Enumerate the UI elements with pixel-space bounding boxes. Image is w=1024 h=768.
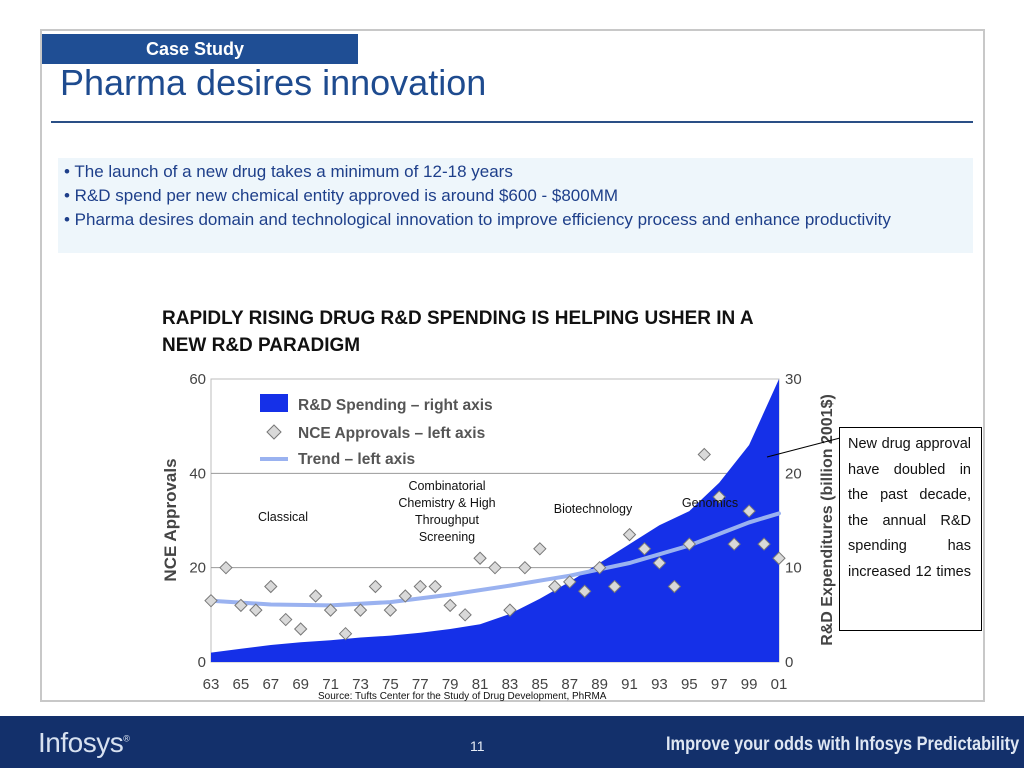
nce-approval-point [279, 612, 293, 627]
right-axis-tick-label: 10 [785, 560, 802, 577]
page-number: 11 [470, 738, 485, 754]
infosys-logo: Infosys® [38, 727, 130, 759]
legend-swatch-nce [266, 424, 282, 440]
nce-approval-point [428, 579, 442, 594]
nce-approval-point [563, 575, 577, 589]
nce-approval-point [727, 537, 741, 551]
era-label-biotechnology: Biotechnology [553, 502, 633, 516]
nce-approval-point [413, 579, 427, 594]
nce-approval-point [637, 542, 652, 556]
x-axis-tick-label: 73 [352, 676, 369, 693]
x-axis-tick-label: 85 [531, 676, 548, 693]
legend-label-trend: Trend – left axis [298, 451, 415, 468]
nce-approval-point [682, 537, 697, 551]
nce-approval-point [308, 589, 323, 603]
x-axis-tick-label: 01 [771, 676, 788, 693]
chart-title: RAPIDLY RISING DRUG R&D SPENDING IS HELP… [162, 308, 753, 356]
x-axis-tick-label: 75 [382, 676, 399, 693]
logo-registered-mark: ® [123, 733, 130, 744]
x-axis-tick-label: 71 [322, 676, 339, 693]
left-axis-tick-label: 60 [189, 371, 206, 388]
title-divider [51, 121, 973, 123]
nce-approval-point [548, 579, 562, 594]
x-axis-tick-label: 65 [233, 676, 250, 693]
nce-approval-point [249, 603, 263, 617]
nce-approval-point [443, 598, 457, 613]
x-axis-tick-label: 79 [442, 676, 459, 693]
nce-approval-point [234, 598, 248, 613]
footer-bar [0, 716, 1024, 768]
nce-approval-point [488, 560, 502, 575]
x-axis-tick-label: 69 [292, 676, 309, 693]
x-axis-tick-label: 95 [681, 676, 698, 693]
rd-spending-area [211, 379, 779, 662]
x-axis-tick-label: 97 [711, 676, 728, 693]
era-label-combinatorial: Combinatorial Chemistry & High Throughpu… [398, 479, 496, 544]
x-axis-tick-label: 89 [591, 676, 608, 693]
nce-approval-point [353, 603, 368, 617]
right-axis-title: R&D Expenditures (billion 2001$) [819, 394, 836, 646]
x-axis-tick-label: 63 [203, 676, 220, 693]
nce-approval-point [473, 551, 487, 565]
nce-approval-point [518, 560, 532, 575]
bullet-item: • The launch of a new drug takes a minim… [64, 162, 513, 181]
x-axis-tick-label: 91 [621, 676, 638, 693]
x-axis-tick-label: 81 [472, 676, 489, 693]
callout-leader-line [766, 437, 841, 458]
nce-approval-point [622, 527, 637, 542]
nce-approval-point [204, 593, 218, 608]
left-axis-tick-label: 20 [189, 560, 206, 577]
logo-text: Infosys [38, 727, 124, 758]
source-note: Source: Tufts Center for the Study of Dr… [318, 691, 607, 702]
bullet-item: • Pharma desires domain and technologica… [64, 210, 891, 229]
bullet-item: • R&D spend per new chemical entity appr… [64, 186, 619, 205]
nce-approval-point [712, 490, 726, 504]
x-axis-tick-label: 99 [741, 676, 758, 693]
era-label-classical: Classical [257, 510, 308, 524]
case-study-tag: Case Study [42, 34, 358, 64]
era-label-genomics: Genomics [681, 496, 739, 510]
bullet-list: • The launch of a new drug takes a minim… [58, 158, 973, 253]
nce-approval-point [368, 579, 383, 594]
x-axis-tick-label: 93 [651, 676, 668, 693]
legend-swatch-rd-spending [260, 394, 288, 412]
nce-approval-point [697, 447, 711, 462]
left-axis-title: NCE Approvals [161, 458, 180, 581]
slide-frame [40, 29, 985, 702]
nce-approval-point [742, 504, 756, 518]
nce-approval-point [652, 556, 667, 570]
nce-approval-point [607, 579, 622, 594]
nce-approval-point [503, 603, 517, 617]
right-axis-tick-label: 0 [785, 654, 793, 671]
legend-label-rd-spending: R&D Spending – right axis [298, 397, 493, 414]
x-axis-tick-label: 77 [412, 676, 429, 693]
nce-approval-point [458, 608, 472, 622]
left-axis-tick-label: 40 [189, 465, 206, 482]
x-axis-tick-label: 83 [502, 676, 519, 693]
nce-approval-point [533, 542, 547, 556]
footer-tagline: Improve your odds with Infosys Predictab… [666, 734, 1020, 755]
nce-approval-point [338, 626, 353, 641]
nce-approval-point [398, 589, 413, 603]
right-axis-tick-label: 20 [785, 465, 802, 482]
callout-note: New drug approval have doubled in the pa… [839, 427, 982, 631]
nce-approval-point [264, 579, 278, 594]
legend-label-nce: NCE Approvals – left axis [298, 425, 485, 442]
x-axis-tick-label: 87 [561, 676, 578, 693]
nce-approval-point [592, 560, 607, 575]
x-axis-tick-label: 67 [262, 676, 279, 693]
right-axis-tick-label: 30 [785, 371, 802, 388]
slide-title: Pharma desires innovation [60, 62, 487, 103]
nce-approval-point [323, 603, 338, 617]
nce-approval-point [293, 622, 308, 636]
nce-approval-point [577, 584, 592, 598]
nce-approval-point [383, 603, 398, 617]
nce-approval-point [772, 551, 786, 565]
left-axis-tick-label: 0 [198, 654, 206, 671]
trend-line [209, 511, 781, 608]
nce-approval-point [757, 537, 771, 551]
nce-approval-point [667, 579, 682, 594]
nce-approval-point [219, 560, 233, 575]
